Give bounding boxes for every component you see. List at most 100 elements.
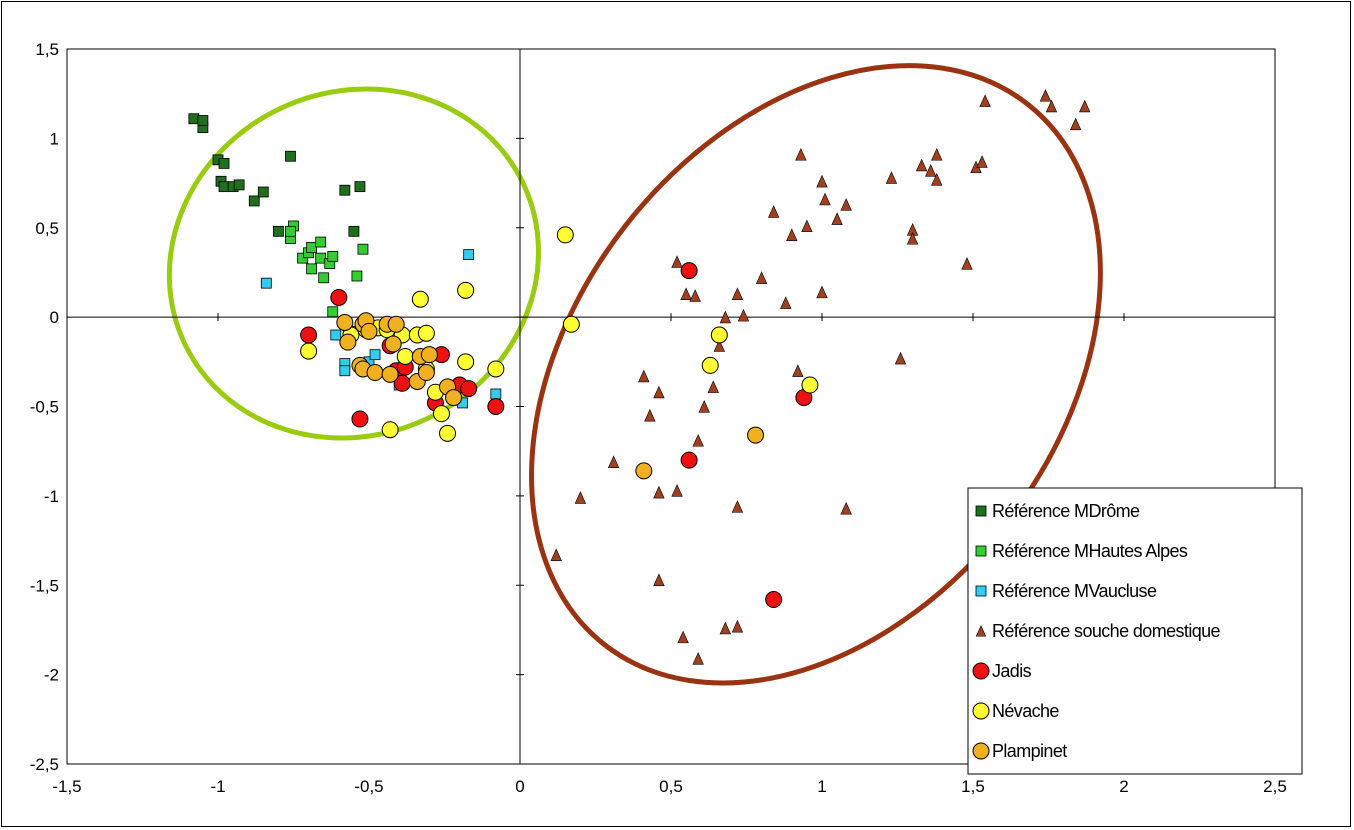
- series-7: [336, 312, 765, 480]
- data-point: [840, 198, 852, 211]
- data-point: [719, 621, 732, 635]
- data-point: [767, 205, 780, 218]
- data-point: [819, 192, 831, 206]
- series-1: [188, 113, 366, 237]
- data-point: [348, 225, 360, 237]
- legend-box: [967, 487, 1303, 775]
- data-point: [816, 285, 828, 299]
- data-point: [816, 174, 828, 188]
- x-tick-label: 1,5: [961, 777, 985, 796]
- data-point: [550, 548, 562, 561]
- data-point: [306, 263, 318, 275]
- data-point: [635, 462, 653, 480]
- y-tick-label: 1: [50, 129, 59, 148]
- data-point: [976, 155, 988, 168]
- y-tick-label: -0,5: [30, 398, 59, 417]
- data-point: [318, 272, 330, 284]
- data-point: [677, 630, 689, 644]
- data-point: [460, 380, 478, 398]
- legend-label: Plampinet: [992, 741, 1067, 761]
- data-point: [339, 365, 351, 377]
- data-point: [417, 324, 435, 342]
- data-point: [653, 573, 665, 586]
- data-point: [327, 306, 339, 318]
- y-tick-label: 0: [50, 308, 59, 327]
- data-point: [197, 115, 209, 126]
- data-point: [360, 322, 378, 340]
- ticks-layer: -1,5 -1 -0,5 0 0,5 1 1,5 2 2,5 1,5 1 0,5 0 -0,5 -1 -1,5…: [30, 40, 1287, 796]
- data-point: [737, 308, 750, 322]
- data-point: [188, 113, 200, 125]
- data-point: [831, 212, 843, 225]
- data-point: [607, 455, 620, 468]
- data-point: [556, 226, 574, 244]
- data-point: [671, 484, 683, 497]
- data-point: [487, 360, 505, 378]
- data-point: [680, 287, 692, 300]
- data-point: [915, 158, 928, 172]
- data-point: [487, 398, 505, 415]
- data-point: [692, 652, 704, 665]
- series-2: [285, 220, 369, 318]
- data-point: [755, 271, 768, 284]
- data-point: [300, 326, 318, 344]
- y-tick-label: -2,5: [30, 755, 59, 774]
- legend-marker: [972, 702, 990, 720]
- legend-marker: [975, 625, 987, 637]
- x-tick-label: -0,5: [354, 777, 383, 796]
- y-tick-label: 1,5: [35, 40, 59, 59]
- x-tick-label: 0,5: [659, 777, 683, 796]
- data-point: [285, 150, 296, 162]
- legend-marker: [972, 662, 990, 680]
- data-point: [457, 281, 475, 299]
- data-point: [272, 225, 284, 237]
- data-point: [692, 433, 704, 447]
- data-point: [680, 262, 698, 280]
- x-tick-label: -1: [210, 777, 225, 796]
- data-point: [786, 228, 798, 241]
- data-point: [248, 195, 260, 207]
- data-point: [701, 356, 719, 374]
- data-point: [707, 380, 719, 393]
- data-point: [1045, 99, 1058, 113]
- legend-label: Référence MVaucluse: [992, 581, 1157, 601]
- data-point: [387, 315, 405, 333]
- data-point: [285, 225, 296, 237]
- series-4: [550, 88, 1091, 665]
- data-point: [795, 147, 807, 161]
- points-layer: [188, 88, 1091, 665]
- data-point: [490, 388, 502, 400]
- data-point: [381, 365, 399, 383]
- data-point: [339, 184, 351, 196]
- data-point: [457, 353, 475, 371]
- data-point: [330, 288, 348, 306]
- x-tick-label: 2,5: [1263, 777, 1287, 796]
- data-point: [906, 231, 919, 245]
- data-point: [931, 172, 943, 186]
- y-tick-label: -2: [44, 666, 59, 685]
- y-tick-label: -1: [44, 487, 59, 506]
- data-point: [315, 236, 327, 248]
- x-tick-label: 2: [1119, 777, 1128, 796]
- data-point: [351, 410, 369, 428]
- data-point: [369, 349, 381, 361]
- data-point: [432, 405, 450, 423]
- cluster-ellipse-1: [166, 86, 541, 441]
- data-point: [780, 296, 792, 309]
- data-point: [1039, 88, 1052, 102]
- data-point: [653, 485, 665, 499]
- data-point: [366, 364, 384, 382]
- data-point: [671, 255, 683, 268]
- data-point: [339, 333, 357, 351]
- legend-marker: [975, 585, 987, 597]
- data-point: [719, 310, 732, 324]
- data-point: [713, 339, 726, 352]
- data-point: [885, 171, 898, 184]
- data-point: [1069, 117, 1082, 131]
- legend-label: Référence souche domestique: [992, 621, 1221, 641]
- data-point: [931, 147, 943, 161]
- data-point: [961, 256, 973, 270]
- data-point: [680, 451, 698, 469]
- data-point: [445, 389, 463, 407]
